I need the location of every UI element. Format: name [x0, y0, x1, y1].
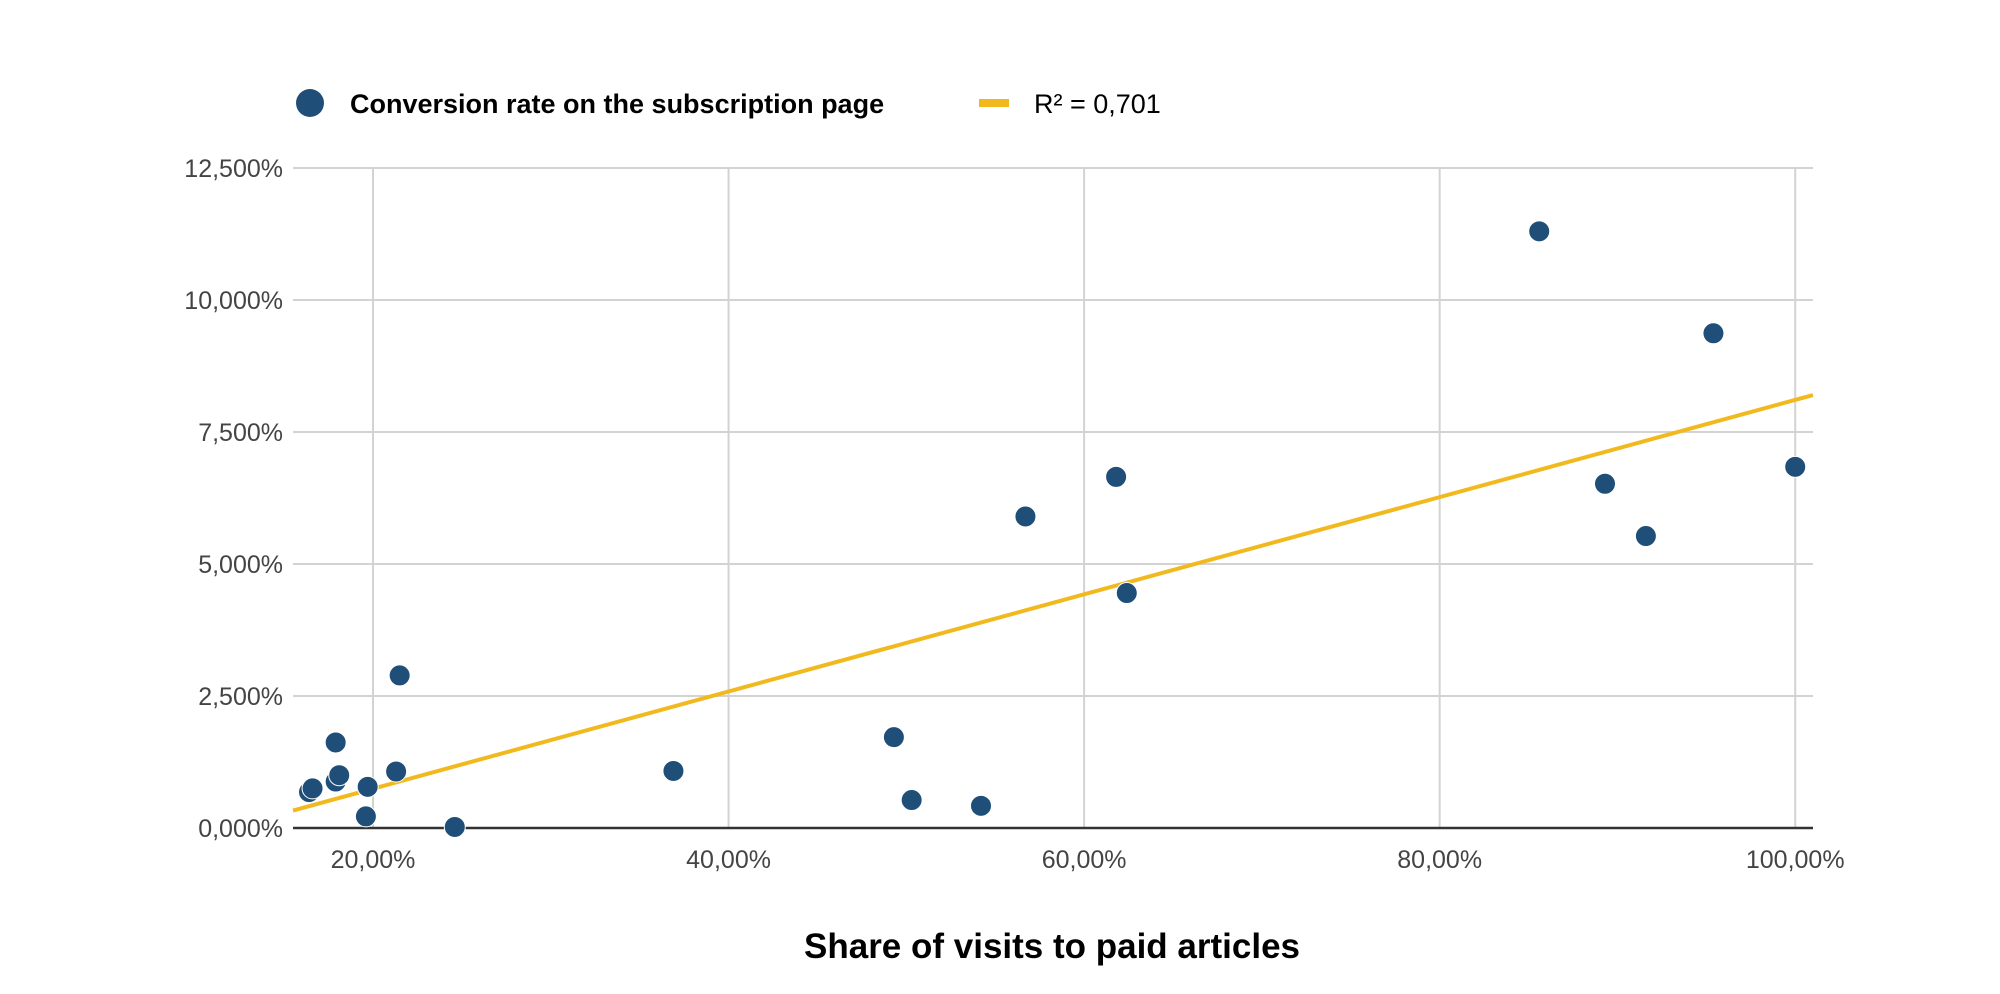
legend-series-marker	[296, 89, 324, 117]
x-axis-ticks: 20,00% 40,00% 60,00% 80,00% 100,00%	[331, 846, 1845, 874]
data-point	[1784, 455, 1807, 478]
points-layer	[298, 220, 1807, 838]
trendline-layer	[292, 393, 1814, 813]
data-point	[662, 759, 685, 782]
y-tick-label: 10,000%	[184, 287, 283, 315]
x-tick-label: 40,00%	[686, 846, 771, 874]
y-axis-ticks: 0,000% 2,500% 5,000% 7,500% 10,000% 12,500%	[184, 155, 283, 843]
y-tick-label: 2,500%	[198, 683, 283, 711]
x-axis-title: Share of visits to paid articles	[804, 927, 1300, 966]
x-tick-label: 60,00%	[1042, 846, 1127, 874]
data-point	[1594, 472, 1616, 495]
x-tick-label: 100,00%	[1746, 846, 1845, 874]
data-point	[900, 789, 923, 812]
data-point	[354, 805, 377, 828]
data-point	[443, 815, 466, 838]
data-point	[1702, 322, 1725, 345]
data-point	[1115, 582, 1138, 605]
data-point	[328, 764, 351, 787]
trendline	[292, 393, 1814, 813]
data-point	[882, 726, 905, 749]
data-point	[356, 775, 379, 798]
legend: Conversion rate on the subscription page…	[296, 89, 1161, 119]
grid-layer	[293, 167, 1813, 830]
legend-series-label: Conversion rate on the subscription page	[350, 89, 884, 119]
legend-trendline-marker	[979, 99, 1009, 107]
data-point	[1634, 525, 1657, 548]
y-tick-label: 5,000%	[198, 551, 283, 579]
y-tick-label: 7,500%	[198, 419, 283, 447]
data-point	[1528, 220, 1551, 243]
x-tick-label: 80,00%	[1397, 846, 1482, 874]
data-point	[388, 664, 411, 687]
data-point	[301, 777, 324, 800]
y-tick-label: 12,500%	[184, 155, 283, 183]
data-point	[1014, 505, 1037, 528]
data-point	[1105, 465, 1128, 488]
x-tick-label: 20,00%	[331, 846, 416, 874]
y-tick-label: 0,000%	[198, 815, 283, 843]
data-point	[970, 794, 992, 817]
data-point	[324, 731, 347, 754]
data-point	[385, 760, 408, 783]
legend-trendline-label: R² = 0,701	[1034, 89, 1161, 119]
